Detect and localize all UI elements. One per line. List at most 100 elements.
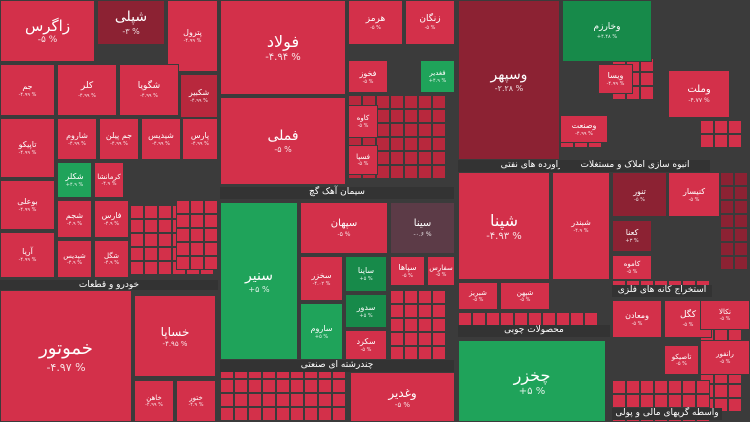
price-change: +۵ %: [359, 313, 373, 319]
stock-symbol: فخوز: [359, 68, 377, 78]
filler-tile: [728, 120, 742, 134]
stock-symbol: شگویا: [137, 81, 161, 92]
filler-tile: [290, 407, 304, 421]
stock-symbol: شکلر: [65, 172, 84, 181]
price-change: -۵ %: [357, 161, 369, 168]
filler-tile: [404, 165, 418, 179]
filler-tile: [432, 318, 446, 332]
price-change: -۴.۹۹ %: [190, 98, 208, 104]
price-change: -۵ %: [435, 272, 447, 279]
filler-tile: [390, 137, 404, 151]
stock-tile: شبریز -۵ %: [458, 282, 498, 310]
price-change: -۵ %: [360, 347, 372, 353]
filler-tile: [144, 233, 158, 247]
filler-tile: [130, 219, 144, 233]
filler-tile: [390, 304, 404, 318]
stock-tile: تنور -۵ %: [612, 172, 667, 217]
filler-tile: [404, 95, 418, 109]
filler-tile: [204, 256, 218, 270]
stock-tile: کعنا +۳ %: [612, 220, 652, 252]
filler-tile: [640, 86, 654, 100]
filler-tile: [682, 380, 696, 394]
price-change: -۴.۹۹ %: [68, 141, 86, 147]
filler-tile: [542, 312, 556, 326]
filler-tile: [418, 165, 432, 179]
filler-tile: [376, 95, 390, 109]
stock-tile: سخزر -۴.۰۲ %: [300, 256, 343, 301]
stock-symbol: آریا: [22, 247, 33, 256]
stock-tile: خاهن -۴.۹۹ %: [134, 380, 174, 422]
filler-tile: [626, 394, 640, 408]
filler-tile: [276, 393, 290, 407]
price-change: -۰.۶ %: [413, 230, 432, 238]
filler-tile: [556, 312, 570, 326]
filler-tile: [376, 137, 390, 151]
stock-symbol: کگل: [679, 310, 697, 321]
filler-tile: [390, 95, 404, 109]
stock-symbol: سکرد: [356, 337, 376, 346]
filler-tile: [734, 242, 748, 256]
price-change: -۴.۹ %: [573, 228, 589, 234]
filler-tile: [130, 205, 144, 219]
filler-tile: [728, 398, 742, 412]
filler-tile: [190, 214, 204, 228]
stock-symbol: تاپیکو: [18, 140, 37, 149]
stock-symbol: بوعلی: [17, 197, 38, 206]
stock-tile: وملت -۴.۷۷ %: [668, 70, 730, 118]
stock-symbol: شبریز: [469, 288, 487, 297]
filler-tile: [570, 312, 584, 326]
filler-tile: [204, 242, 218, 256]
filler-tile: [654, 394, 668, 408]
filler-tile: [668, 380, 682, 394]
filler-tile: [390, 318, 404, 332]
price-change: -۴.۹۹ %: [18, 257, 37, 263]
stock-symbol: شپدیس: [63, 251, 86, 260]
stock-symbol: پترول: [183, 28, 202, 37]
stock-tile: زاگرس -۵ %: [0, 0, 95, 62]
price-change: -۵ %: [719, 358, 731, 365]
stock-tile: شگل -۴.۹ %: [94, 240, 129, 278]
filler-tile: [390, 332, 404, 346]
price-change: -۵ %: [626, 268, 638, 275]
stock-symbol: پارس: [190, 131, 210, 140]
stock-tile: فغدیر +۴.۹ %: [420, 60, 455, 93]
stock-tile: وغدیر -۵ %: [350, 372, 455, 422]
stock-symbol: سخزر: [311, 270, 332, 280]
stock-tile: سدور +۵ %: [345, 294, 387, 328]
filler-tile: [418, 346, 432, 360]
price-change: -۴.۹۹ %: [18, 150, 37, 156]
stock-tile: سپهان -۵ %: [300, 202, 388, 254]
filler-tile: [720, 256, 734, 270]
price-change: -۵ %: [634, 196, 645, 203]
filler-tile: [290, 393, 304, 407]
price-change: -۵ %: [472, 297, 484, 304]
stock-tile: شپهن -۵ %: [500, 282, 550, 310]
price-change: -۴.۹ %: [101, 181, 117, 188]
sector-label: محصولات چوبی: [458, 325, 610, 337]
filler-tile: [404, 290, 418, 304]
sector-label: خودرو و قطعات: [0, 280, 218, 290]
price-change: -۴.۹ %: [103, 221, 120, 227]
stock-tile: آریا -۴.۹۹ %: [0, 232, 55, 278]
filler-tile: [318, 393, 332, 407]
stock-symbol: شیدیس: [148, 131, 174, 140]
stock-tile: کرمانشا -۴.۹ %: [94, 162, 124, 198]
filler-tile: [696, 394, 710, 408]
stock-symbol: خاهن: [146, 393, 162, 402]
filler-tile: [204, 228, 218, 242]
filler-tile: [190, 200, 204, 214]
stock-tile: وخارزم +۴.۴۸ %: [562, 0, 652, 62]
filler-tile: [176, 214, 190, 228]
stock-tile: کاموه -۵ %: [612, 255, 652, 280]
filler-tile: [220, 379, 234, 393]
stock-symbol: کرمانشا: [97, 172, 121, 181]
stock-symbol: زاگرس: [24, 16, 71, 35]
filler-tile: [204, 200, 218, 214]
stock-tile: فخوز -۵ %: [348, 60, 388, 93]
filler-tile: [130, 247, 144, 261]
filler-tile: [432, 346, 446, 360]
filler-tile: [432, 332, 446, 346]
price-change: -۴.۹۹ %: [78, 92, 96, 99]
stock-tile: سکرد -۵ %: [345, 330, 387, 360]
